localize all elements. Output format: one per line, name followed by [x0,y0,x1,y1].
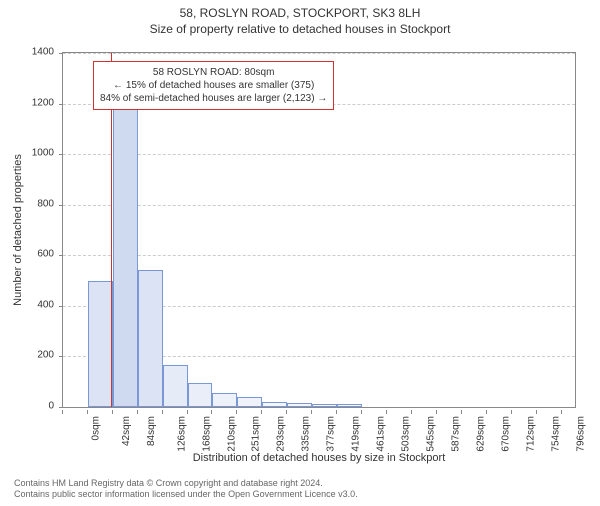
y-tick [59,306,63,307]
histogram-bar [287,403,312,407]
histogram-bar [262,402,287,407]
x-tick-label: 251sqm [251,416,262,452]
x-tick [162,410,163,414]
x-tick-label: 42sqm [121,416,132,446]
x-tick-label: 712sqm [525,416,536,452]
x-tick-label: 587sqm [451,416,462,452]
y-axis-labels: 0200400600800100012001400 [0,52,58,408]
histogram-bar [337,404,362,407]
x-tick-label: 670sqm [500,416,511,452]
x-tick-label: 377sqm [326,416,337,452]
footer-line-1: Contains HM Land Registry data © Crown c… [14,478,358,489]
histogram-bar [212,393,237,407]
y-tick [59,154,63,155]
y-tick-label: 400 [37,299,54,310]
x-tick [561,410,562,414]
grid-line [63,255,575,256]
x-tick [87,410,88,414]
x-tick-label: 293sqm [276,416,287,452]
y-tick-label: 1400 [32,47,54,58]
x-tick-label: 419sqm [351,416,362,452]
x-tick [211,410,212,414]
footer-attribution: Contains HM Land Registry data © Crown c… [14,478,358,500]
x-tick-label: 126sqm [177,416,188,452]
y-tick [59,53,63,54]
x-tick [261,410,262,414]
x-tick [286,410,287,414]
footer-line-2: Contains public sector information licen… [14,489,358,500]
x-tick [236,410,237,414]
y-tick-label: 800 [37,198,54,209]
histogram-bar [237,397,262,407]
x-tick [112,410,113,414]
x-tick [311,410,312,414]
info-box-line: 84% of semi-detached houses are larger (… [100,92,327,105]
x-tick-label: 629sqm [476,416,487,452]
grid-line [63,205,575,206]
y-tick-label: 1200 [32,97,54,108]
x-tick-label: 503sqm [401,416,412,452]
page-title: 58, ROSLYN ROAD, STOCKPORT, SK3 8LH [0,6,600,20]
x-tick [386,410,387,414]
y-tick-label: 600 [37,249,54,260]
y-tick [59,407,63,408]
x-tick [187,410,188,414]
info-box-line: ← 15% of detached houses are smaller (37… [100,79,327,92]
histogram-bar [138,270,163,407]
grid-line [63,53,575,54]
x-axis-labels: 0sqm 42sqm 84sqm 126sqm 168sqm 210sqm 251sqm 29… [62,410,576,454]
histogram-bar [163,365,188,407]
x-tick-label: 754sqm [550,416,561,452]
x-tick-label: 0sqm [90,416,101,440]
x-tick-label: 210sqm [227,416,238,452]
x-tick-label: 84sqm [146,416,157,446]
histogram-chart: 58 ROSLYN ROAD: 80sqm← 15% of detached h… [62,52,576,408]
x-tick-label: 796sqm [575,416,586,452]
histogram-bar [188,383,212,407]
y-tick [59,205,63,206]
x-tick [336,410,337,414]
x-tick [62,410,63,414]
x-tick [486,410,487,414]
histogram-bar [88,281,113,407]
x-tick [361,410,362,414]
histogram-bar [312,404,337,407]
histogram-bar [113,109,138,407]
y-tick [59,356,63,357]
y-tick-label: 200 [37,350,54,361]
x-tick-label: 461sqm [376,416,387,452]
x-tick-label: 335sqm [301,416,312,452]
x-tick [511,410,512,414]
x-tick [536,410,537,414]
page-subtitle: Size of property relative to detached ho… [0,22,600,36]
info-box-line: 58 ROSLYN ROAD: 80sqm [100,66,327,79]
info-box: 58 ROSLYN ROAD: 80sqm← 15% of detached h… [93,61,334,110]
x-tick [137,410,138,414]
y-tick [59,255,63,256]
x-tick [461,410,462,414]
x-axis-title: Distribution of detached houses by size … [62,452,576,464]
x-tick [411,410,412,414]
y-tick [59,104,63,105]
x-tick [436,410,437,414]
x-tick-label: 168sqm [202,416,213,452]
grid-line [63,154,575,155]
y-tick-label: 1000 [32,148,54,159]
x-tick-label: 545sqm [426,416,437,452]
y-tick-label: 0 [48,401,54,412]
